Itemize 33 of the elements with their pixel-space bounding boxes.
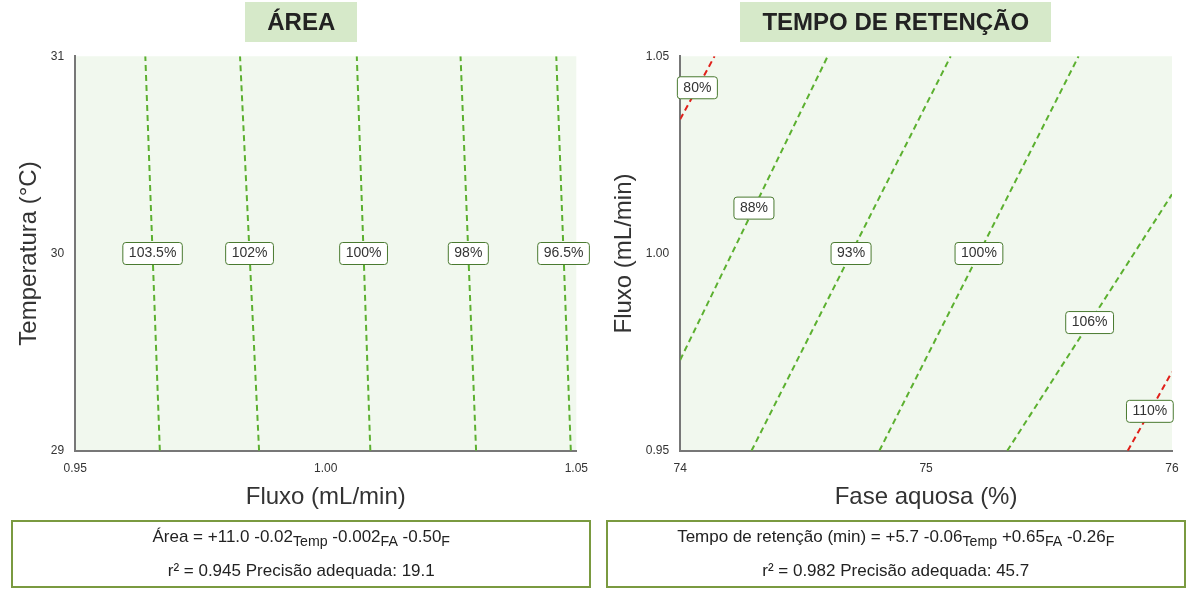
x-tick-label: 1.05 bbox=[564, 461, 589, 476]
y-axis-title: Temperatura (°C) bbox=[14, 161, 42, 346]
chart-title: ÁREA bbox=[245, 2, 358, 42]
series-label: 96.5% bbox=[543, 244, 584, 261]
text: r² = 0.945 Precisão adequada: 19.1 bbox=[166, 560, 436, 583]
series-label: 98% bbox=[454, 244, 483, 261]
x-tick-label: 75 bbox=[919, 461, 933, 476]
y-tick-label: 1.05 bbox=[645, 48, 670, 63]
y-tick-label: 30 bbox=[51, 245, 65, 260]
x-tick-label: 74 bbox=[673, 461, 687, 476]
series-label: 88% bbox=[739, 198, 768, 215]
text: r² = 0.982 Precisão adequada: 45.7 bbox=[761, 560, 1031, 583]
series-label: 103.5% bbox=[129, 244, 177, 261]
series-label: 102% bbox=[231, 244, 268, 261]
chart-title: TEMPO DE RETENÇÃO bbox=[740, 2, 1052, 42]
x-tick-label: 0.95 bbox=[63, 461, 88, 476]
text: Área = +11.0 -0.02$_{Temp}$ -0.002$_{FA}$ -0.50$_{F}$ bbox=[151, 526, 451, 552]
x-axis-title: Fase aquosa (%) bbox=[834, 482, 1018, 510]
series-label: 106% bbox=[1071, 313, 1108, 330]
y-tick-label: 31 bbox=[51, 48, 65, 63]
x-axis-title: Fluxo (mL/min) bbox=[245, 482, 406, 510]
series-label: 80% bbox=[683, 78, 712, 95]
y-tick-label: 1.00 bbox=[645, 245, 670, 260]
y-axis-title: Fluxo (mL/min) bbox=[608, 173, 636, 334]
x-tick-label: 1.00 bbox=[314, 461, 338, 476]
text: Tempo de retenção (min) = +5.7 -0.06$_{Temp}$ +0.65$_{FA}$ -0.26$_{F}$ bbox=[676, 526, 1116, 552]
series-label: 100% bbox=[960, 244, 997, 261]
x-tick-label: 76 bbox=[1165, 461, 1179, 476]
y-tick-label: 29 bbox=[51, 443, 65, 458]
series-label: 110% bbox=[1132, 402, 1168, 419]
series-label: 100% bbox=[345, 244, 382, 261]
series-label: 93% bbox=[836, 244, 865, 261]
y-tick-label: 0.95 bbox=[645, 443, 670, 458]
